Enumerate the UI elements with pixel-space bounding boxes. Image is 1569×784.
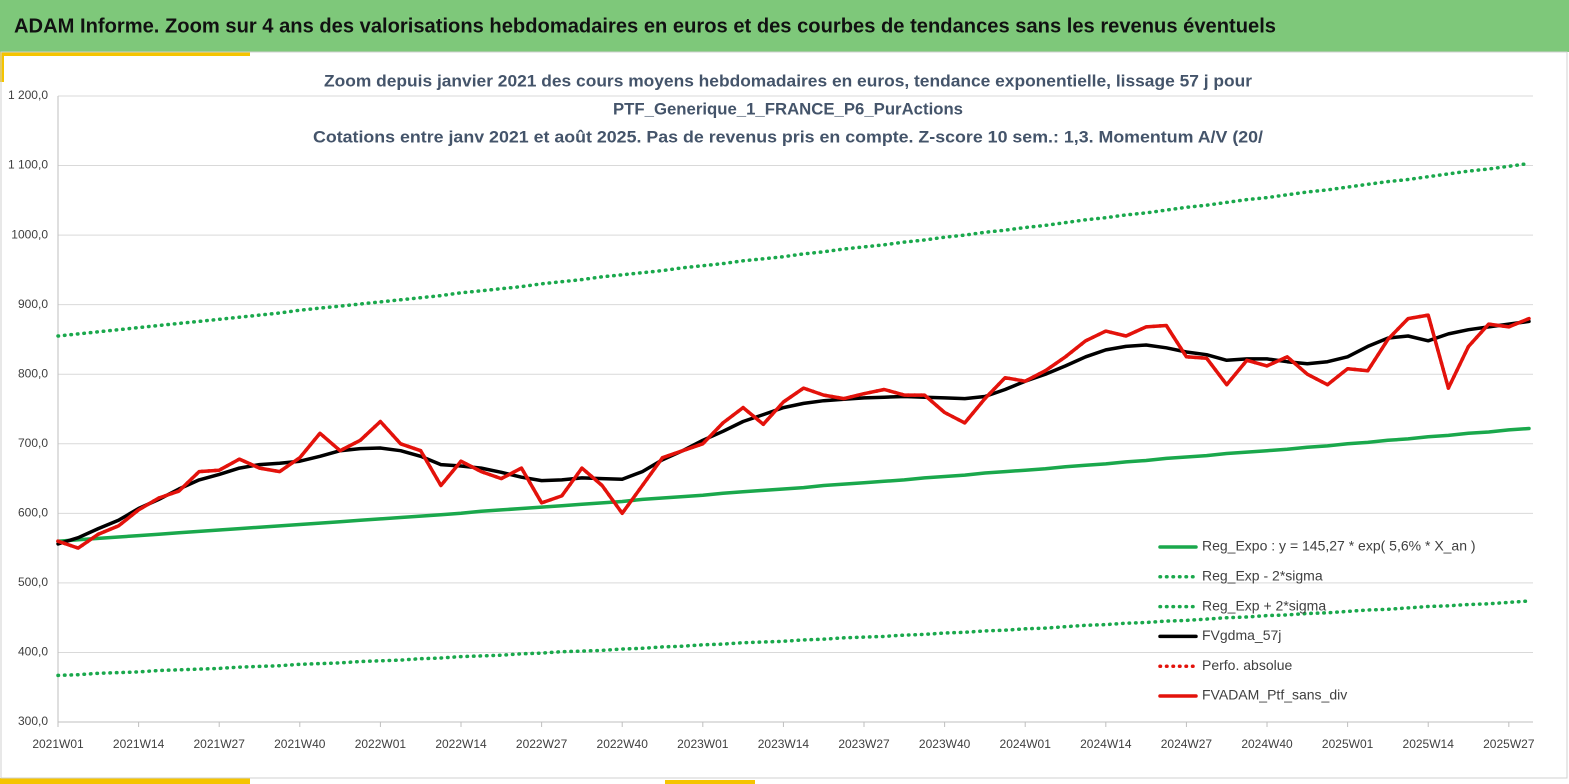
x-tick-label: 2024W01 bbox=[1000, 737, 1052, 751]
series-line bbox=[56, 313, 1531, 550]
legend-label: Reg_Expo : y = 145,27 * exp( 5,6% * X_an… bbox=[1202, 538, 1476, 554]
legend-label: Reg_Exp + 2*sigma bbox=[1202, 597, 1326, 613]
y-tick-label: 700,0 bbox=[18, 436, 48, 450]
x-tick-label: 2024W40 bbox=[1241, 737, 1293, 751]
x-tick-label: 2025W14 bbox=[1403, 737, 1455, 751]
x-tick-label: 2022W01 bbox=[355, 737, 407, 751]
x-tick-label: 2021W27 bbox=[194, 737, 246, 751]
x-tick-label: 2021W01 bbox=[32, 737, 84, 751]
x-tick-label: 2022W27 bbox=[516, 737, 568, 751]
plot: 300,0 400,0 500,0 600,0 700,0 800,0 900,0 1000,… bbox=[8, 88, 1535, 751]
x-tick-label: 2021W14 bbox=[113, 737, 165, 751]
x-tick-label: 2024W27 bbox=[1161, 737, 1213, 751]
y-tick-label: 600,0 bbox=[18, 506, 48, 520]
y-tick-label: 400,0 bbox=[18, 645, 48, 659]
accent bbox=[0, 52, 4, 82]
chart-title: Zoom depuis janvier 2021 des cours moyen… bbox=[324, 71, 1252, 90]
x-tick-label: 2023W40 bbox=[919, 737, 971, 751]
x-tick-label: 2023W01 bbox=[677, 737, 729, 751]
series-line bbox=[56, 599, 1531, 678]
x-tick-label: 2023W14 bbox=[758, 737, 810, 751]
chart-frame bbox=[0, 51, 1568, 779]
chart-title: PTF_Generique_1_FRANCE_P6_PurActions bbox=[613, 99, 963, 118]
x-tick-label: 2024W14 bbox=[1080, 737, 1132, 751]
x-tick-label: 2025W27 bbox=[1483, 737, 1535, 751]
accent bbox=[665, 780, 755, 784]
legend-label: Perfo. absolue bbox=[1202, 657, 1292, 673]
y-tick-label: 1 200,0 bbox=[8, 88, 48, 102]
x-tick-label: 2025W01 bbox=[1322, 737, 1374, 751]
accent bbox=[0, 52, 250, 56]
y-tick-label: 900,0 bbox=[18, 297, 48, 311]
y-tick-label: 300,0 bbox=[18, 714, 48, 728]
series-line bbox=[56, 319, 1531, 546]
legend-label: FVADAM_Ptf_sans_div bbox=[1202, 687, 1347, 703]
y-tick-label: 1 100,0 bbox=[8, 158, 48, 172]
header-bar bbox=[0, 0, 1569, 52]
y-tick-label: 800,0 bbox=[18, 366, 48, 380]
accent bbox=[0, 778, 250, 784]
series-line bbox=[56, 161, 1531, 338]
chart-title: Cotations entre janv 2021 et août 2025. … bbox=[313, 127, 1263, 146]
legend-label: Reg_Exp - 2*sigma bbox=[1202, 568, 1323, 584]
x-tick-label: 2023W27 bbox=[838, 737, 890, 751]
x-tick-label: 2022W14 bbox=[435, 737, 487, 751]
x-tick-label: 2021W40 bbox=[274, 737, 326, 751]
header-title: ADAM Informe. Zoom sur 4 ans des valoris… bbox=[14, 15, 1276, 37]
series-line bbox=[56, 426, 1531, 543]
y-tick-label: 500,0 bbox=[18, 575, 48, 589]
legend-label: FVgdma_57j bbox=[1202, 627, 1281, 643]
x-tick-label: 2022W40 bbox=[597, 737, 649, 751]
y-tick-label: 1000,0 bbox=[11, 227, 48, 241]
